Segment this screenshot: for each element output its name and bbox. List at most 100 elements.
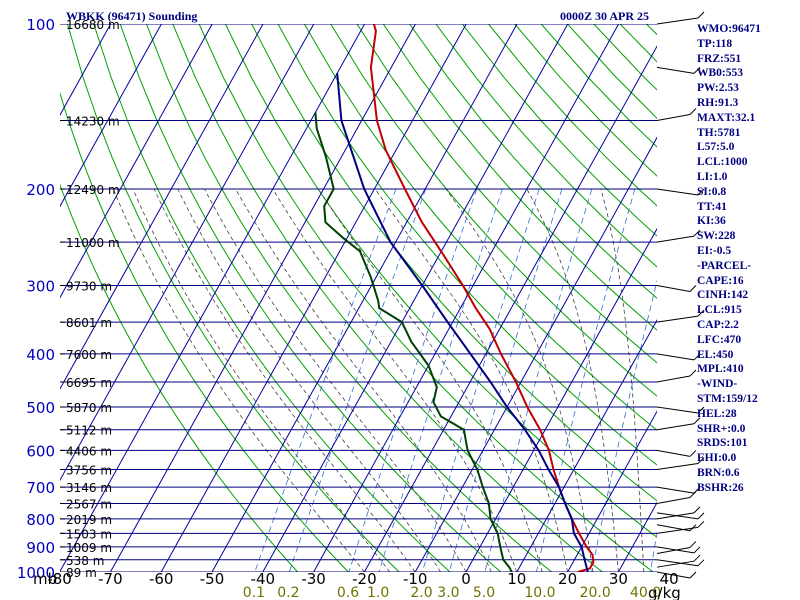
temperature-label: -50 <box>200 570 225 588</box>
height-labels: 16680 m 14230 m 12490 m 11000 m 9730 m 8601 m… <box>66 18 120 580</box>
height-label: 9730 m <box>66 279 112 293</box>
height-label: 1503 m <box>66 527 112 541</box>
index-item: WB0:553 <box>697 67 743 80</box>
temperature-label: -80 <box>47 570 72 588</box>
wind-barb <box>656 284 691 292</box>
isotherm <box>60 24 264 390</box>
isotherm <box>465 227 657 572</box>
chart-title: WBKK (96471) Sounding <box>66 9 197 23</box>
wind-barb-feather <box>693 353 701 361</box>
height-ticks <box>60 24 65 572</box>
wind-barb-feather <box>697 457 705 464</box>
mixing-ratio-label: 3.0 <box>437 585 459 600</box>
dewpoint-profile <box>314 112 513 572</box>
isotherms <box>60 24 657 572</box>
dry-adiabats <box>60 24 657 572</box>
index-item: TH:5781 <box>697 126 741 139</box>
height-label: 3756 m <box>66 463 112 477</box>
wind-barb-feather <box>697 512 705 520</box>
isotherm <box>60 24 213 299</box>
mixing-ratio-label: 40.0 <box>630 585 661 600</box>
temperature-label: 20 <box>558 570 577 588</box>
isotherm <box>109 24 416 572</box>
wind-barb <box>656 423 695 431</box>
mixing-ratio-label: 1.0 <box>367 585 389 600</box>
index-item: FRZ:551 <box>697 52 742 65</box>
mixing-ratio-line <box>254 188 397 572</box>
wind-barb <box>656 571 691 579</box>
index-item: STM:159/12 <box>697 392 758 405</box>
height-label: 538 m <box>66 554 104 568</box>
index-item: BRN:0.6 <box>697 466 740 479</box>
height-label: 5870 m <box>66 401 112 415</box>
height-label: 5112 m <box>66 424 112 438</box>
moist-adiabat <box>204 188 467 572</box>
background-grid <box>60 24 657 572</box>
isotherm <box>363 45 657 572</box>
temperature-label: 30 <box>609 570 628 588</box>
wind-barb-feather <box>689 524 697 532</box>
wind-barb-feather <box>689 285 697 292</box>
mixing-ratio-line <box>348 188 478 572</box>
isotherm <box>60 24 162 208</box>
wind-barb <box>656 462 699 470</box>
index-item: SI:0.8 <box>697 185 727 198</box>
index-item: EL:450 <box>697 348 734 361</box>
moist-adiabat <box>317 188 543 572</box>
height-label: 8601 m <box>66 316 112 330</box>
dry-adiabat <box>93 24 451 572</box>
index-item: -PARCEL- <box>697 259 752 272</box>
wind-barb <box>656 524 691 532</box>
mixing-ratio-line <box>591 279 657 572</box>
height-label: 3146 m <box>66 481 112 495</box>
wind-barb <box>656 526 699 534</box>
wind-barb <box>656 546 695 554</box>
index-item: -WIND- <box>697 378 738 391</box>
index-item: WMO:96471 <box>697 23 761 35</box>
pressure-label: 300 <box>26 277 55 295</box>
wind-barb-feather <box>697 559 705 567</box>
wind-barb-feather <box>697 520 705 528</box>
index-item: SW:228 <box>697 230 736 243</box>
height-label: 12490 m <box>66 183 120 197</box>
temperature-profile <box>369 24 595 572</box>
temperature-label: 10 <box>507 570 526 588</box>
mixing-ratio-line <box>288 188 427 572</box>
index-item: LI:1.0 <box>697 170 728 183</box>
height-label: 4406 m <box>66 444 112 458</box>
wind-barb-feather <box>697 309 705 317</box>
valid-time: 0000Z 30 APR 25 <box>560 9 649 23</box>
moist-adiabat <box>235 188 492 572</box>
pressure-label: 500 <box>26 399 55 417</box>
index-item: SRDS:101 <box>697 437 748 450</box>
isotherm <box>211 24 518 572</box>
isotherm <box>60 24 315 482</box>
temperature-label: -10 <box>403 570 428 588</box>
index-item: HEL:28 <box>697 407 737 420</box>
wind-barb-feather <box>697 188 705 196</box>
sounding-profiles <box>314 24 595 572</box>
index-item: LCL:1000 <box>697 156 748 169</box>
mixing-ratio-line <box>378 188 503 572</box>
wind-barb <box>656 375 691 383</box>
wind-barb-feather <box>693 554 701 562</box>
mixing-ratio-label: 0.1 <box>243 585 265 600</box>
index-item: EI:-0.5 <box>697 244 732 257</box>
height-label: 7600 m <box>66 348 112 362</box>
index-item: PW:2.53 <box>697 82 739 95</box>
wind-barb-feather <box>693 486 701 494</box>
wind-barb <box>656 559 699 567</box>
mixing-ratio-line <box>536 188 636 572</box>
wind-barb-feather <box>693 546 701 554</box>
pressure-label: 700 <box>26 479 55 497</box>
moist-adiabat <box>177 188 441 572</box>
mixing-ratio-label: 5.0 <box>473 585 495 600</box>
height-label: 89 m <box>66 566 97 580</box>
wind-barb <box>656 17 699 25</box>
wind-barb <box>656 114 691 121</box>
isotherm <box>313 24 620 572</box>
wind-barb <box>656 486 695 494</box>
index-item: CINH:142 <box>697 289 749 302</box>
wind-barb <box>656 449 691 457</box>
